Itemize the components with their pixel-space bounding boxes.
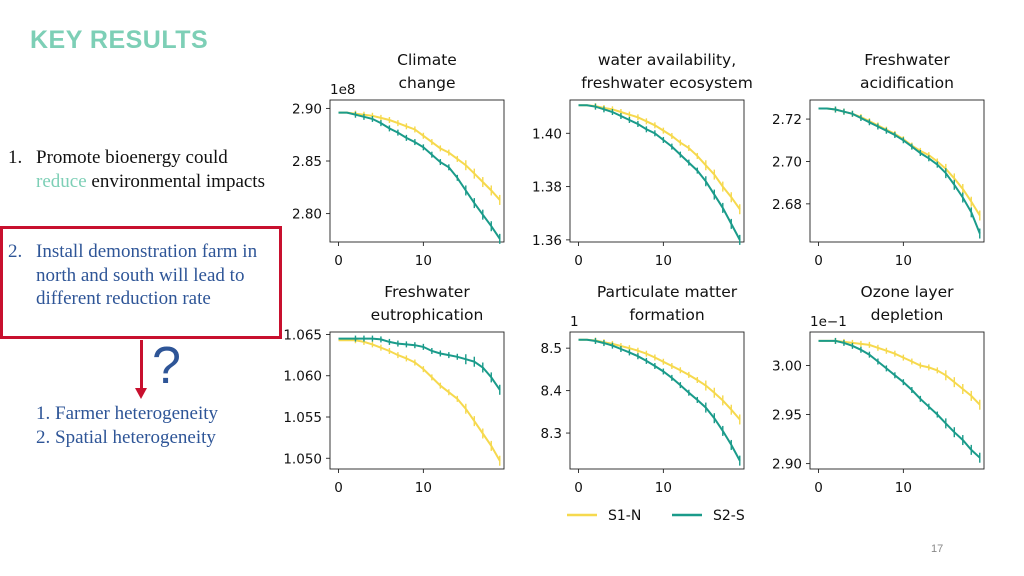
y-tick-label: 1.40	[532, 126, 562, 142]
x-tick-label: 0	[334, 253, 343, 269]
chart-title-line: change	[398, 74, 455, 92]
chart-title-line: water availability,	[598, 51, 736, 69]
chart-title-line: Freshwater	[384, 283, 470, 301]
y-tick-label: 2.80	[292, 207, 322, 223]
y-tick-label: 8.4	[541, 384, 562, 400]
chart-title-line: freshwater ecosystem	[581, 74, 753, 92]
axes-frame	[569, 99, 745, 243]
reason-item-spatial: 2. Spatial heterogeneity	[36, 427, 216, 448]
point-2-text: Install demonstration farm in north and …	[36, 241, 258, 309]
subplot-2: water availability, freshwater ecosystem 1…	[532, 51, 753, 269]
chart-title-line: formation	[629, 306, 704, 324]
y-tick-label: 8.3	[541, 426, 562, 442]
y-tick-label: 1.060	[283, 369, 322, 385]
series-line-s1-n	[818, 339, 981, 406]
x-tick-label: 0	[334, 480, 343, 496]
chart-title-line: Climate	[397, 51, 457, 69]
axes-frame	[809, 331, 985, 470]
x-tick-label: 10	[655, 253, 672, 269]
axis-offset-label: 1	[570, 314, 579, 330]
y-tick-label: 2.72	[772, 112, 802, 128]
point-1-number: 1.	[8, 147, 23, 168]
chart-title-line: Particulate matter	[597, 283, 738, 301]
axis-offset-label: 1e−1	[810, 314, 847, 330]
x-tick-label: 0	[814, 253, 823, 269]
point-2-number: 2.	[8, 241, 23, 262]
y-tick-label: 1.055	[283, 410, 322, 426]
down-arrow-icon	[135, 388, 147, 399]
reason-item-farmer: 1. Farmer heterogeneity	[36, 403, 219, 424]
subplot-6: Ozone layer depletion 1e−1 2.90 2.95 3.00 0 10	[772, 283, 985, 496]
x-tick-label: 0	[574, 253, 583, 269]
series-line-s2-s	[578, 338, 741, 462]
x-tick-label: 10	[655, 480, 672, 496]
y-tick-label: 1.36	[532, 233, 562, 249]
series-line-s2-s	[338, 337, 501, 391]
chart-title-line: Freshwater	[864, 51, 950, 69]
y-tick-label: 2.85	[292, 154, 322, 170]
x-tick-label: 10	[895, 253, 912, 269]
subplot-5: Particulate matter formation 1 8.3 8.4 8.5 0 10	[541, 283, 745, 496]
legend-label: S1-N	[608, 508, 641, 524]
legend: S1-N S2-S	[567, 508, 745, 524]
point-1-text: Promote bioenergy could reduce environme…	[36, 146, 278, 194]
y-tick-label: 1.050	[283, 451, 322, 467]
y-tick-label: 3.00	[772, 358, 802, 374]
chart-title-line: Ozone layer	[861, 283, 955, 301]
subplot-3: Freshwater acidification 2.68 2.70 2.72 0 10	[772, 51, 985, 269]
y-tick-label: 2.90	[292, 101, 322, 117]
reason-list: 1. Farmer heterogeneity 2. Spatial heter…	[36, 402, 218, 450]
axes-frame	[329, 331, 505, 470]
x-tick-label: 10	[415, 480, 432, 496]
y-tick-label: 8.5	[541, 341, 562, 357]
question-mark-icon: ?	[152, 337, 181, 395]
point-2: 2. Install demonstration farm in north a…	[8, 240, 278, 311]
highlight-box	[0, 226, 282, 339]
page-number: 17	[931, 543, 944, 555]
legend-label: S2-S	[713, 508, 745, 524]
series-line-s2-s	[578, 104, 741, 241]
chart-title-line: depletion	[871, 306, 944, 324]
series-line-s1-n	[338, 111, 501, 201]
subplot-4: Freshwater eutrophication 1.050 1.055 1.060 1…	[283, 283, 505, 496]
series-line-s2-s	[338, 111, 501, 240]
axes-frame	[329, 99, 505, 243]
page-title: KEY RESULTS	[30, 26, 209, 54]
y-tick-label: 2.68	[772, 197, 802, 213]
axis-offset-label: 1e8	[330, 82, 355, 98]
x-tick-label: 0	[814, 480, 823, 496]
series-line-s2-s	[818, 339, 981, 459]
y-tick-label: 1.38	[532, 180, 562, 196]
series-line-s1-n	[338, 339, 501, 462]
y-tick-label: 1.065	[283, 327, 322, 343]
x-tick-label: 10	[415, 253, 432, 269]
axes-frame	[569, 331, 745, 470]
subplot-1: Climate change 1e8 2.80 2.85 2.90 0 10	[292, 51, 505, 269]
y-tick-label: 2.95	[772, 408, 802, 424]
series-line-s1-n	[578, 104, 741, 210]
down-arrow-shaft	[140, 340, 143, 390]
series-line-s1-n	[818, 107, 981, 217]
series-line-s1-n	[578, 338, 741, 421]
chart-title-line: acidification	[860, 74, 954, 92]
chart-title-line: eutrophication	[371, 306, 484, 324]
point-1: 1. Promote bioenergy could reduce enviro…	[8, 146, 278, 194]
point-1-part1: Promote bioenergy could	[36, 147, 228, 168]
y-tick-label: 2.90	[772, 457, 802, 473]
point-1-part2: environmental impacts	[86, 171, 265, 192]
series-line-s2-s	[818, 107, 981, 234]
x-tick-label: 0	[574, 480, 583, 496]
point-1-accent: reduce	[36, 171, 87, 192]
y-tick-label: 2.70	[772, 154, 802, 170]
x-tick-label: 10	[895, 480, 912, 496]
axes-frame	[809, 99, 985, 243]
